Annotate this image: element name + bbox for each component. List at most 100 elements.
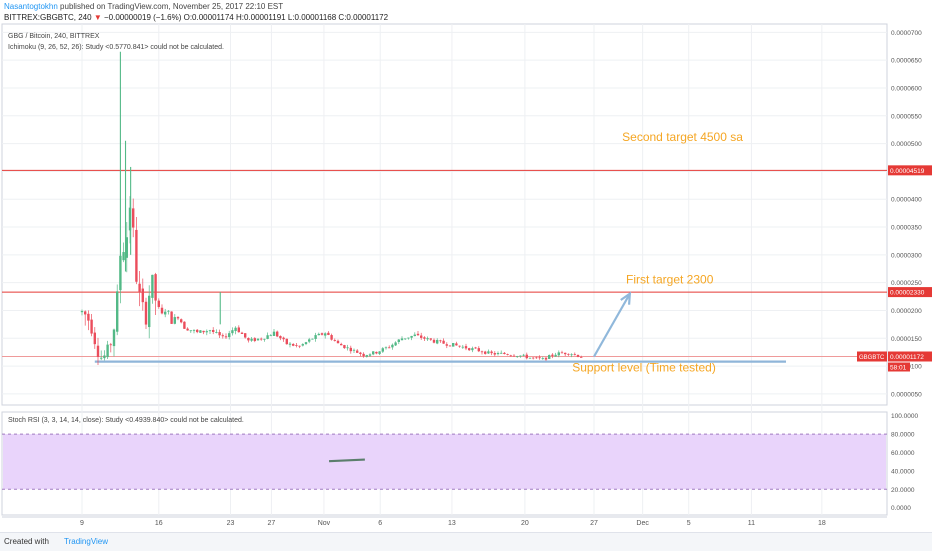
x-tick-label: 6 [378,520,382,527]
symbol-line: BITTREX:GBGBTC, 240 [4,13,92,22]
author-link[interactable]: Nasantogtokhn [4,2,58,11]
candle-body [106,344,109,358]
created-with-text: Created with [4,537,49,546]
candle-body [215,332,218,333]
candle-body [458,345,461,347]
annotation-text: Support level (Time tested) [572,361,716,375]
publish-info: Nasantogtokhn published on TradingView.c… [4,2,283,11]
candle-body [128,207,132,231]
candle-body [180,319,183,323]
candle-body [356,350,359,353]
candle-body [327,332,330,335]
candle-body [500,352,503,354]
annotation-text: First target 2300 [626,273,714,287]
candle-body [346,347,349,349]
countdown-box [888,362,910,372]
candle-body [560,352,564,354]
candle-body [532,357,535,359]
candle-body [372,351,375,355]
candle-body [400,338,404,341]
x-tick-label: 5 [687,520,691,527]
candle-body [279,336,282,339]
change-value: −0.00000019 (−1.6%) [103,13,182,22]
candle-body [135,229,138,282]
candle-body [231,330,234,334]
candle-body [260,338,263,340]
current-price-box [888,351,932,362]
candle-body [416,333,420,336]
candle-body [247,338,250,341]
candle-body [442,340,445,344]
study-note: Ichimoku (9, 26, 52, 26): Study <0.5770.… [8,44,224,51]
candle-body [410,335,413,338]
candle-body [84,311,87,315]
candle-body [557,352,560,356]
candle-body [541,358,544,360]
candle-body [189,330,192,332]
candle-body [304,342,308,345]
candle-body [285,338,288,345]
candle-body [298,345,301,347]
candle-body [464,346,468,349]
current-price: 0.00001172 [890,354,924,361]
oscillator-title: Stoch RSI (3, 3, 14, 14, close): Study <… [8,417,244,424]
arrow-icon [620,291,632,305]
candle-body [138,283,141,292]
candle-body [362,353,365,357]
oscillator-tick-label: 0.0000 [891,505,911,512]
candle-body [183,321,186,329]
candle-body [116,291,119,332]
y-tick-label: 0.0000350 [891,225,922,232]
candle-body [109,344,112,346]
annotation-text: Second target 4500 sa [622,130,743,144]
candle-body [576,354,580,357]
candle-body [426,338,429,340]
candle-body [397,339,400,342]
oscillator-tick-label: 80.0000 [891,432,915,439]
candle-body [282,337,285,340]
candle-body [314,335,317,339]
candle-body [506,354,509,356]
candle-body [496,352,500,355]
chart-canvas[interactable]: 9 16 23 27 Nov 6 13 20 27 Dec 5 11 18 0.0000050 0.0000… [0,0,932,532]
y-tick-label: 0.0000250 [891,280,922,287]
candle-body [141,288,144,303]
candle-body [490,351,493,354]
candle-body [80,310,84,313]
candle-body [333,340,336,341]
candle-body [468,348,471,351]
candle-body [330,335,333,340]
candle-body [266,335,269,339]
y-tick-label: 0.0000650 [891,58,922,65]
tradingview-link[interactable]: TradingView [64,537,109,546]
candle-body [240,332,244,334]
x-tick-label: 16 [155,520,163,527]
candle-body [365,355,368,357]
candle-body [160,307,164,314]
candle-body [384,347,388,349]
oscillator-tick-label: 60.0000 [891,450,915,457]
candle-body [202,330,205,333]
candle-body [103,355,106,359]
candle-body [570,354,573,356]
price-label: 0.00002330 [890,290,925,297]
candle-body [544,357,548,360]
x-tick-label: 13 [448,520,456,527]
candle-body [461,346,464,348]
candle-body [359,352,362,354]
candle-body [471,348,474,351]
x-tick-label: 18 [818,520,826,527]
candle-body [439,340,442,342]
candle-body [167,310,170,312]
candle-body [519,355,522,357]
candle-body [429,338,432,340]
ohlc-values: O:0.00001174 H:0.00001191 L:0.00001168 C… [183,13,389,22]
candle-body [320,333,324,335]
candle-body [272,331,276,336]
candle-body [336,340,340,344]
candle-body [487,351,490,354]
x-tick-label: 11 [748,520,755,527]
candle-body [512,355,516,357]
candle-body [173,317,176,324]
candle-body [423,337,426,339]
